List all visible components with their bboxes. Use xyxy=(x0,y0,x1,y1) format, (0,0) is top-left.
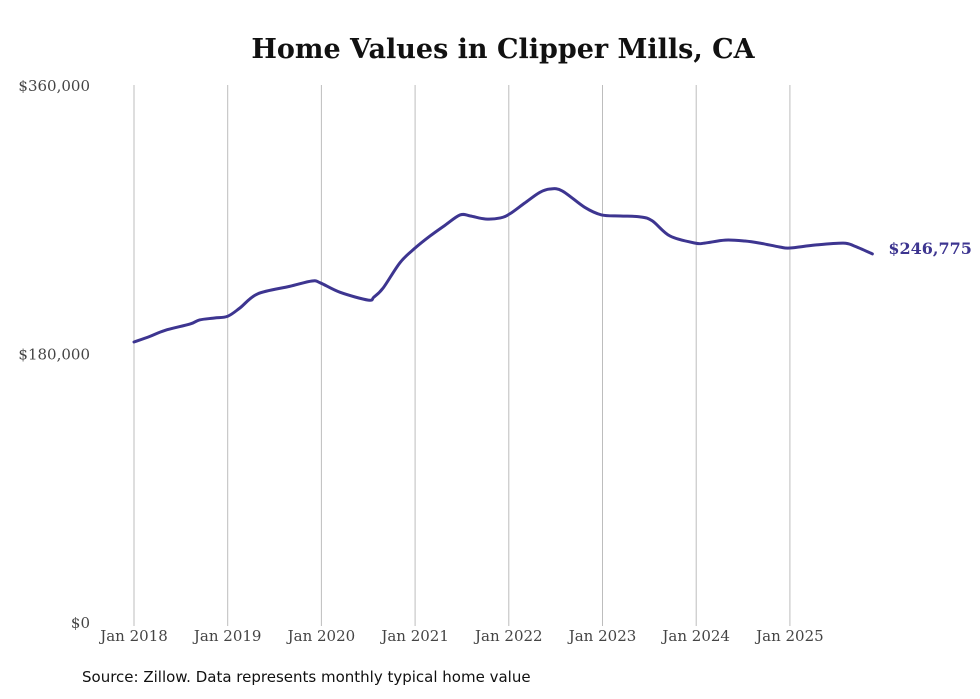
x-tick-label: Jan 2021 xyxy=(379,627,449,645)
series-line xyxy=(132,187,874,344)
x-tick-label: Jan 2022 xyxy=(473,627,543,645)
x-tick-label: Jan 2024 xyxy=(660,627,730,645)
x-tick-label: Jan 2020 xyxy=(286,627,356,645)
x-tick-label: Jan 2025 xyxy=(754,627,824,645)
y-tick-label: $360,000 xyxy=(18,77,90,95)
x-tick-label: Jan 2023 xyxy=(567,627,637,645)
end-value-label: $246,775 xyxy=(888,239,972,258)
y-tick-label: $180,000 xyxy=(18,346,90,364)
x-tick-label: Jan 2018 xyxy=(98,627,168,645)
y-tick-label: $0 xyxy=(71,614,90,632)
source-note: Source: Zillow. Data represents monthly … xyxy=(82,668,531,686)
x-tick-label: Jan 2019 xyxy=(192,627,262,645)
chart-title: Home Values in Clipper Mills, CA xyxy=(251,34,755,65)
